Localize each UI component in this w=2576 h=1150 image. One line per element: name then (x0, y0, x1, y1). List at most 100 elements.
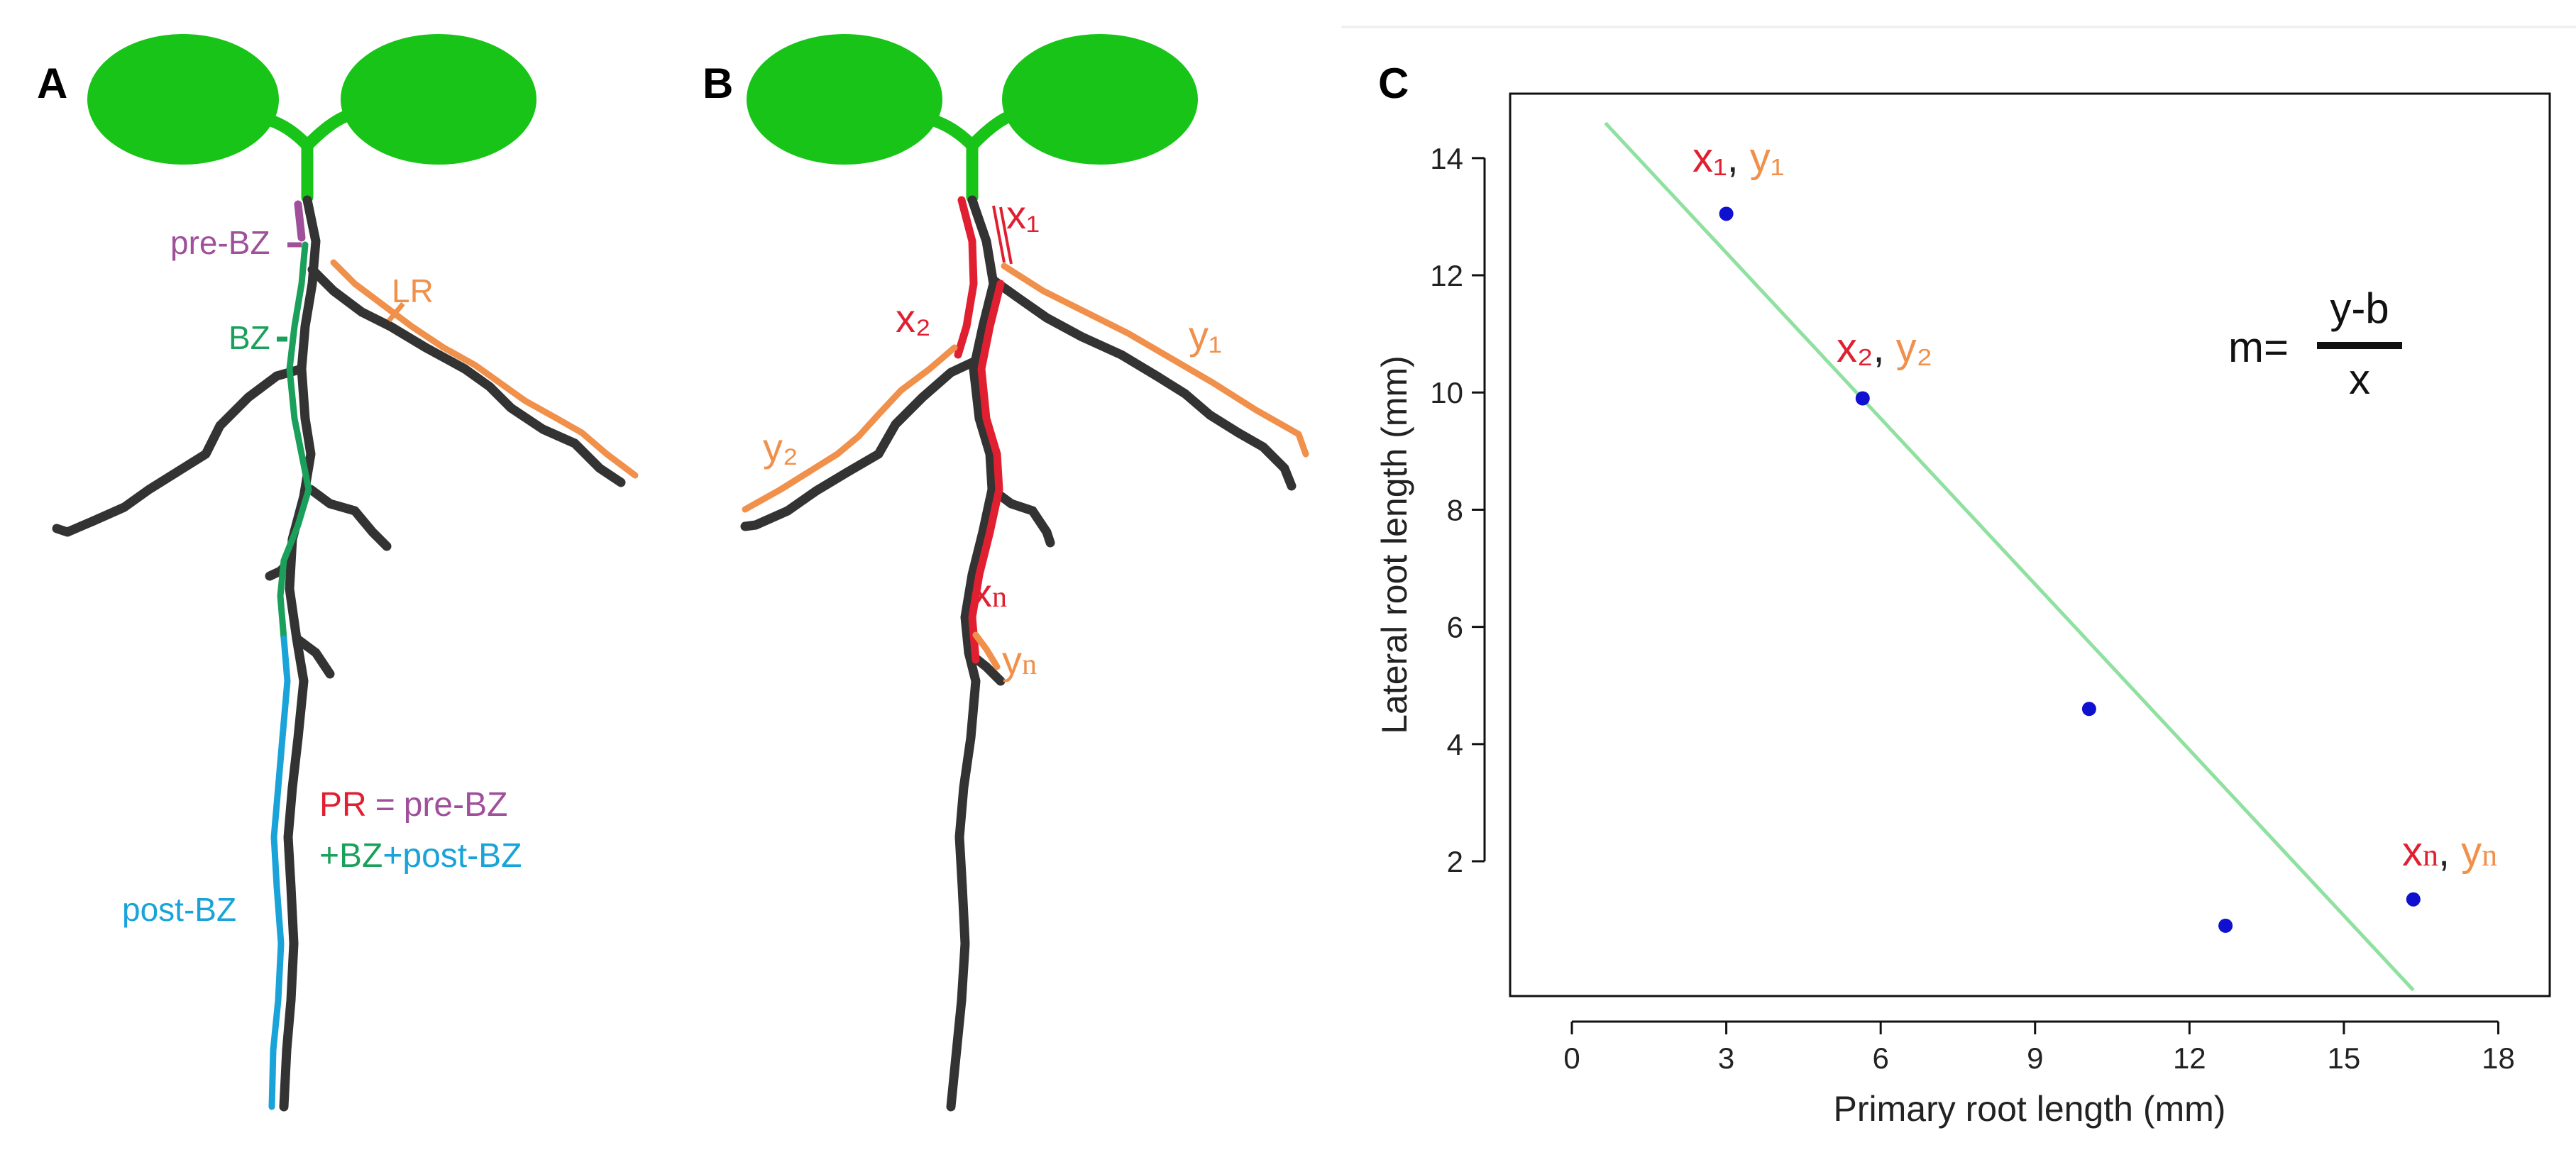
panel-b-letter: B (703, 60, 733, 107)
pr-equation-line2: +BZ+post-BZ (319, 837, 522, 875)
x-tick-label: 0 (1563, 1041, 1580, 1075)
lateral-root-short-right (292, 634, 335, 679)
x2-label: x₂ (896, 296, 931, 341)
pr-term: PR (319, 786, 367, 824)
pr-equation-line1: PR = pre-BZ (319, 786, 507, 824)
y1-label: y₁ (1189, 313, 1222, 358)
data-point (2081, 702, 2096, 717)
point-label-2-x: x₂ (1837, 325, 1873, 371)
x-axis-title: Primary root length (mm) (1834, 1089, 2226, 1129)
xn-label: xn (972, 570, 1007, 615)
panel-c: C 0 3 6 9 12 15 18 2 4 6 8 10 12 14 Primary root len… (1341, 26, 2576, 1129)
point-label-n-y: y (2461, 829, 2482, 875)
x1-label: x₁ (1006, 192, 1040, 237)
y-axis-title: Lateral root length (mm) (1375, 355, 1414, 734)
x1-bracket-line2 (999, 206, 1013, 265)
data-point (2218, 918, 2233, 933)
primary-root (946, 195, 998, 1112)
primary-root (279, 195, 321, 1112)
point-label-2-y: y₂ (1896, 325, 1933, 371)
point-label-2-sep: , (1873, 325, 1885, 371)
point-label-n-sep: , (2438, 829, 2450, 875)
plot-frame (1509, 92, 2551, 997)
post-bz-label: post-BZ (122, 891, 236, 928)
y-tick-label: 2 (1447, 845, 1463, 878)
panel-b: B x₁ y₁ x₂ y₂ xn yn (703, 34, 1309, 1112)
cotyledon-right (1002, 34, 1198, 165)
lr-tick (387, 302, 405, 323)
formula-denominator: x (2349, 355, 2370, 403)
bz-label: BZ (229, 319, 270, 356)
lateral-root-middle-right (987, 485, 1055, 548)
x-tick-label: 18 (2482, 1041, 2515, 1075)
point-label-n-ysub: n (2482, 838, 2497, 873)
data-points (1719, 206, 2421, 933)
lateral-root-left (52, 364, 307, 537)
panel-a-letter: A (37, 60, 67, 107)
x1-bracket-line1 (992, 205, 1006, 263)
y-tick-label: 14 (1430, 142, 1463, 175)
pre-bz-segment (294, 200, 306, 242)
xn-sub: n (992, 581, 1007, 614)
y2-segment (742, 344, 958, 513)
cotyledon-left (747, 34, 942, 165)
x-tick-label: 12 (2173, 1041, 2206, 1075)
point-label-1-sep: , (1727, 135, 1739, 181)
hypocotyl (906, 107, 1025, 204)
x-tick-label: 15 (2328, 1041, 2361, 1075)
formula-lhs: m= (2228, 324, 2289, 371)
panel-a: A pre-BZ LR BZ post-BZ PR = pre-BZ +BZ+pos… (37, 34, 639, 1112)
data-point (1719, 206, 1734, 221)
x1-segment (954, 196, 978, 359)
pre-bz-term: pre-BZ (404, 786, 508, 824)
bz-segment (277, 241, 312, 642)
y-tick-label: 8 (1447, 493, 1463, 526)
bz-term: BZ (339, 837, 382, 875)
y2-label: y₂ (763, 425, 798, 470)
y-tick-label: 6 (1447, 611, 1463, 644)
x-tick-label: 9 (2027, 1041, 2043, 1075)
point-label-1-y: y₁ (1750, 135, 1785, 181)
cotyledon-left (87, 34, 279, 165)
point-label-n-x: x (2402, 829, 2423, 875)
lateral-root-left (740, 357, 979, 531)
yn-base: y (1002, 638, 1022, 682)
equals-sign: = (375, 786, 395, 824)
x-tick-label: 6 (1872, 1041, 1888, 1075)
lateral-root-right (989, 275, 1297, 491)
lateral-root-middle-right (306, 485, 392, 551)
point-label-n: xn, yn (2402, 829, 2497, 875)
xn-segment (968, 280, 1005, 664)
data-point (2406, 892, 2421, 907)
y-tick-label: 4 (1447, 728, 1463, 761)
plus-sign-2: + (382, 837, 402, 875)
yn-label: yn (1002, 638, 1037, 682)
lr-label: LR (392, 272, 434, 309)
point-label-1-x: x₁ (1692, 135, 1727, 181)
plus-sign-1: + (319, 837, 339, 875)
formula-numerator: y-b (2330, 284, 2389, 332)
data-point (1855, 391, 1870, 406)
xn-base: x (972, 570, 992, 615)
y-axis-ticks: 2 4 6 8 10 12 14 (1430, 142, 1486, 878)
lr-segment (330, 259, 639, 479)
point-label-n-xsub: n (2423, 838, 2438, 873)
point-label-1: x₁, y₁ (1692, 135, 1784, 181)
panel-c-letter: C (1378, 60, 1409, 107)
yn-segment (972, 631, 1001, 670)
point-label-2: x₂, y₂ (1837, 325, 1932, 371)
y-tick-label: 12 (1430, 259, 1463, 292)
x-axis-ticks: 0 3 6 9 12 15 18 (1563, 1020, 2515, 1075)
post-bz-segment (268, 635, 291, 1110)
x-tick-label: 3 (1718, 1041, 1734, 1075)
y-tick-label: 10 (1430, 376, 1463, 409)
lateral-root-right (307, 265, 626, 487)
pre-bz-label: pre-BZ (170, 224, 270, 261)
yn-sub: n (1022, 648, 1037, 681)
hypocotyl (243, 107, 361, 204)
regression-line (1604, 121, 2415, 992)
post-bz-term: post-BZ (402, 837, 522, 875)
cotyledon-right (341, 34, 536, 165)
y1-segment (1001, 262, 1309, 458)
